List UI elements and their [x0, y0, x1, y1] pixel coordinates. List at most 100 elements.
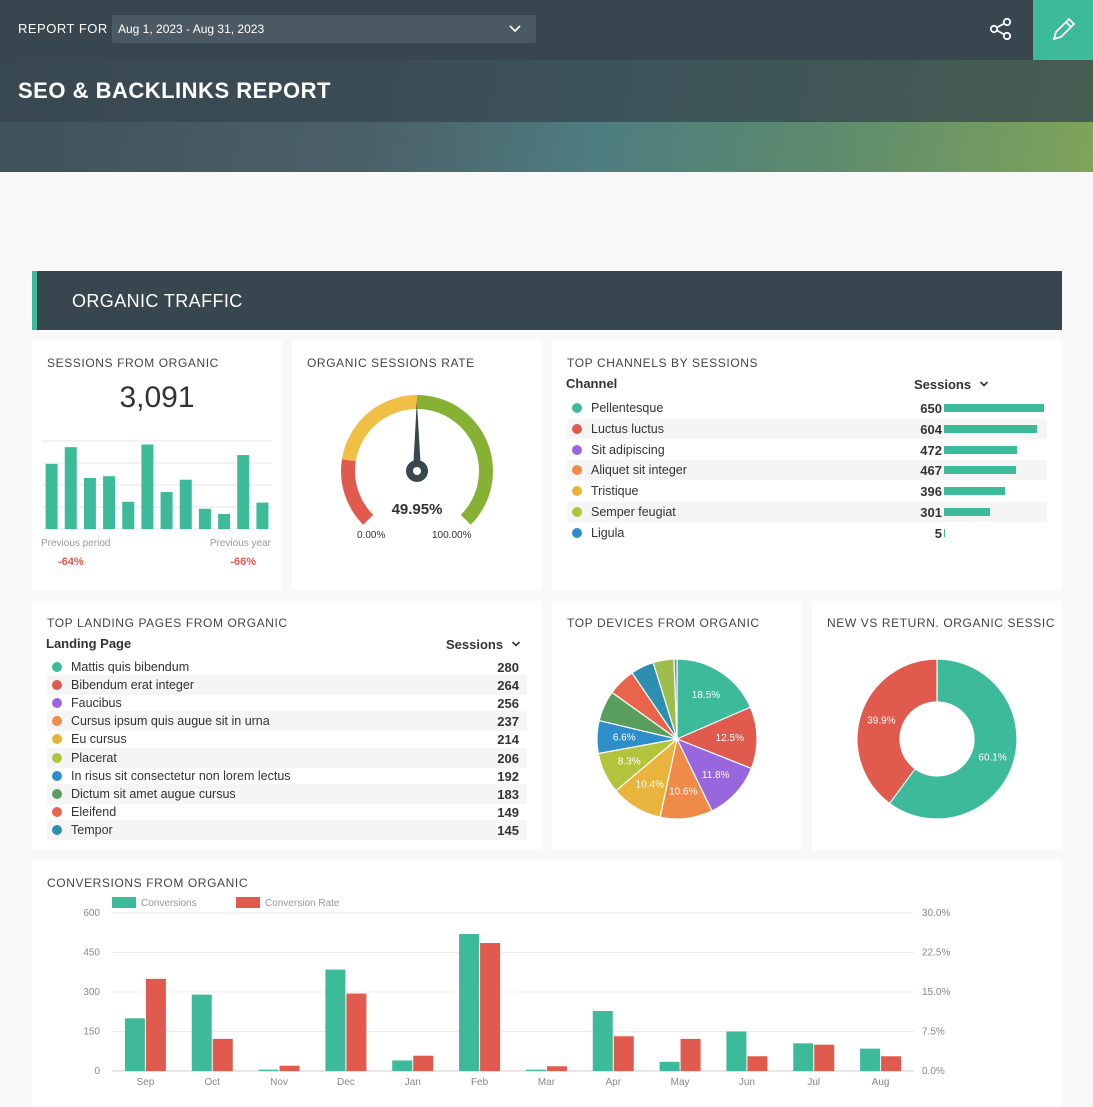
row-value: 264: [497, 678, 519, 694]
edit-button[interactable]: [1033, 0, 1093, 60]
card-title: ORGANIC SESSIONS RATE: [307, 356, 475, 370]
legend-swatch: [236, 897, 260, 908]
row-label: Eleifend: [71, 804, 117, 819]
row-label: Luctus luctus: [591, 421, 664, 436]
conversion-rate-bar: [413, 1055, 434, 1071]
conversion-rate-bar: [747, 1056, 768, 1071]
row-label: Faucibus: [71, 696, 122, 711]
row-bar: [944, 445, 1017, 454]
legend-dot: [572, 507, 582, 517]
x-axis-tick: Jul: [807, 1077, 820, 1088]
x-axis-tick: Jun: [739, 1077, 755, 1088]
card-title: SESSIONS FROM ORGANIC: [47, 356, 219, 370]
row-value: 5: [934, 525, 942, 541]
legend-dot: [572, 403, 582, 413]
x-axis-tick: Aug: [872, 1077, 890, 1088]
row-label: Tempor: [71, 822, 113, 837]
gauge-hub-center: [413, 467, 421, 475]
row-value: 192: [497, 768, 519, 784]
channels-card: TOP CHANNELS BY SESSIONS Channel Session…: [552, 341, 1062, 590]
chevron-down-icon: [509, 25, 521, 33]
row-value: 650: [920, 401, 942, 416]
row-bar: [944, 466, 1016, 475]
conversion-rate-bar: [145, 978, 166, 1071]
date-range-select[interactable]: Aug 1, 2023 - Aug 31, 2023: [112, 15, 536, 43]
row-label: Bibendum erat integer: [71, 678, 194, 693]
gauge-mid-segment: [341, 395, 417, 462]
table-row: Tempor 145: [47, 819, 527, 840]
donut-slice: [888, 658, 1018, 820]
date-range-value: Aug 1, 2023 - Aug 31, 2023: [118, 22, 265, 36]
row-label: Dictum sit amet augue cursus: [71, 786, 236, 801]
conversion-rate-bar: [346, 993, 367, 1071]
prev-year-delta: -66%: [230, 556, 256, 568]
row-label: Tristique: [591, 484, 639, 499]
x-axis-tick: Jan: [405, 1077, 421, 1088]
legend-dot: [52, 824, 62, 835]
gauge-min-label: 0.00%: [357, 530, 386, 541]
left-axis-tick: 300: [83, 987, 100, 998]
top-bar: REPORT FOR Aug 1, 2023 - Aug 31, 2023: [0, 0, 1093, 60]
row-label: Ligula: [591, 525, 625, 540]
report-for-label: REPORT FOR: [18, 21, 108, 36]
x-axis-tick: Nov: [270, 1077, 288, 1088]
row-bar: [944, 528, 945, 537]
sessions-bar: [179, 479, 192, 529]
legend-dot: [52, 806, 62, 817]
left-axis-tick: 150: [83, 1027, 100, 1038]
row-value: 467: [920, 463, 942, 479]
legend-dot: [52, 734, 62, 745]
pie-slice: [676, 658, 752, 740]
sessions-column-header: Sessions: [446, 637, 504, 652]
pie-slice: [673, 658, 678, 740]
pie-slice-label: 11.8%: [702, 770, 730, 781]
conversion-rate-bar: [881, 1056, 902, 1071]
row-bar: [944, 424, 1037, 433]
table-row: Mattis quis bibendum 280: [47, 657, 527, 677]
sessions-sort-header[interactable]: Sessions: [914, 376, 989, 394]
devices-card: TOP DEVICES FROM ORGANIC 18.5% 12.5% 11.8%…: [552, 601, 802, 850]
banner-title-strip: [0, 60, 1093, 122]
sessions-bar: [83, 477, 96, 529]
report-title: SEO & BACKLINKS REPORT: [18, 78, 331, 103]
channel-column-header: Channel: [566, 376, 618, 391]
sessions-bar: [160, 492, 173, 529]
table-row: Bibendum erat integer 264: [47, 675, 527, 696]
table-row: Ligula 5: [567, 523, 1047, 543]
right-axis-tick: 30.0%: [922, 908, 950, 919]
x-axis-tick: Oct: [204, 1077, 220, 1088]
x-axis-tick: Dec: [337, 1077, 355, 1088]
conversion-rate-bar: [212, 1038, 233, 1071]
pie-slice-label: 18.5%: [692, 690, 720, 701]
donut-slice: [856, 658, 938, 805]
gauge-low-segment: [341, 459, 374, 525]
conversions-bar-chart: Conversions Conversion Rate 0 0.0% 150 7.5% 30…: [83, 897, 950, 1088]
sessions-bar: [256, 502, 269, 529]
sessions-bar: [198, 508, 211, 529]
row-label: Semper feugiat: [591, 505, 676, 519]
share-icon[interactable]: [985, 14, 1017, 46]
sessions-bar: [237, 455, 250, 529]
section-title: ORGANIC TRAFFIC: [72, 291, 243, 311]
rate-value: 49.95%: [391, 501, 443, 518]
conversions-bar: [860, 1048, 881, 1071]
pie-slice: [675, 706, 758, 770]
sessions-value: 3,091: [119, 381, 195, 414]
legend-dot: [52, 698, 62, 709]
x-axis-tick: May: [671, 1077, 690, 1088]
row-label: Aliquet sit integer: [591, 463, 687, 478]
prev-period-delta: -64%: [58, 556, 84, 568]
gauge-needle: [413, 401, 421, 472]
legend-dot: [572, 444, 582, 455]
prev-year-label: Previous year: [209, 538, 271, 549]
sessions-sort-header[interactable]: Sessions: [446, 636, 521, 654]
row-value: 183: [497, 786, 519, 802]
card-title: CONVERSIONS FROM ORGANIC: [47, 876, 249, 890]
row-value: 149: [497, 804, 519, 820]
pie-slice-label: 8.3%: [618, 757, 641, 768]
row-label: Placerat: [71, 750, 117, 765]
devices-pie-chart: 18.5% 12.5% 11.8% 10.6% 10.4% 8.3% 6.6%: [596, 658, 758, 820]
table-row: Aliquet sit integer 467: [567, 460, 1047, 481]
card-title: NEW VS RETURN. ORGANIC SESSIC: [827, 616, 1056, 630]
legend-dot: [572, 527, 582, 538]
